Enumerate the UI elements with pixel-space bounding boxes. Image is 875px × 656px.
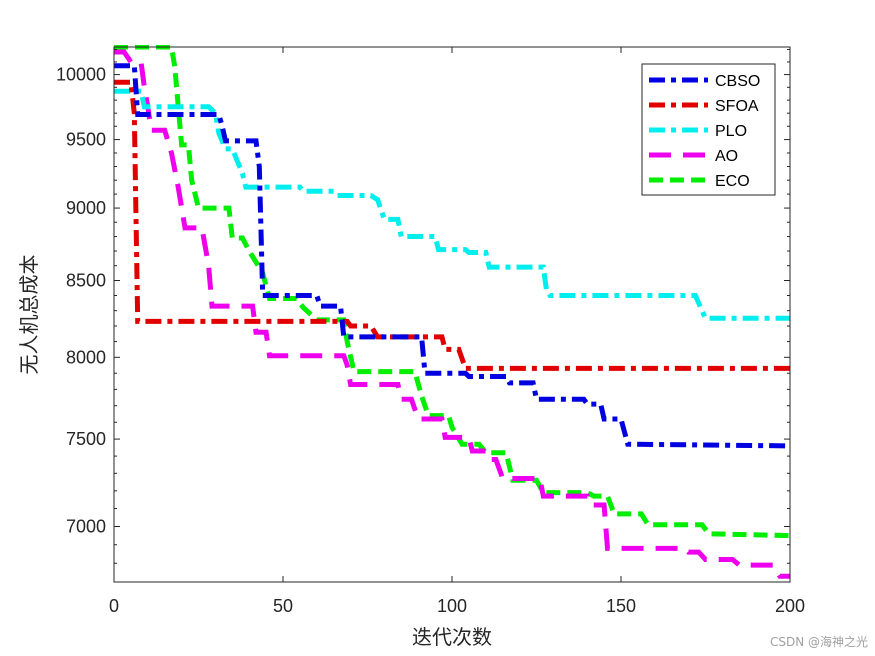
legend: CBSO SFOA PLO AO ECO (641, 63, 776, 196)
y-tick-label: 9500 (66, 130, 106, 150)
y-axis-title: 无人机总成本 (17, 255, 41, 375)
y-tick-label: 8500 (66, 270, 106, 290)
x-tick-label: 150 (606, 596, 636, 616)
y-tick-label: 9000 (66, 198, 106, 218)
x-tick-label: 50 (273, 596, 293, 616)
tick-layer: 0 50 100 150 200 7000 7500 8000 8500 9000 9500 1000… (56, 47, 805, 616)
y-tick-label: 8000 (66, 347, 106, 367)
series-line-sfoa (114, 79, 790, 371)
watermark: CSDN @海神之光 (770, 634, 868, 649)
legend-label-sfoa: SFOA (715, 98, 759, 115)
x-tick-label: 100 (437, 596, 467, 616)
series-line-ao (114, 49, 790, 579)
series-line-plo (114, 88, 790, 321)
series-layer (114, 45, 791, 579)
series-line-eco (114, 45, 791, 539)
legend-label-cbso: CBSO (715, 73, 760, 90)
x-axis-title: 迭代次数 (412, 625, 492, 649)
y-tick-label: 10000 (56, 65, 106, 85)
y-tick-label: 7500 (66, 429, 106, 449)
legend-label-plo: PLO (715, 123, 747, 140)
legend-label-ao: AO (715, 148, 738, 165)
x-tick-label: 0 (109, 596, 119, 616)
series-line-cbso (114, 63, 791, 449)
x-tick-label: 200 (775, 596, 805, 616)
y-tick-label: 7000 (66, 516, 106, 536)
legend-label-eco: ECO (715, 173, 750, 190)
